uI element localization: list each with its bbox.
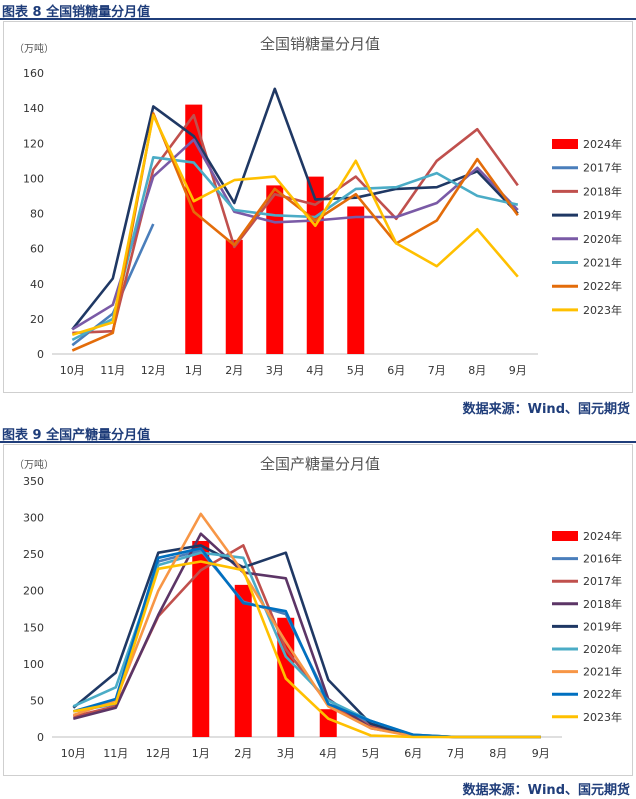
- x-tick-label: 6月: [387, 364, 405, 377]
- y-tick-label: 160: [23, 67, 44, 80]
- y-tick-label: 150: [23, 621, 44, 634]
- y-tick-label: 80: [30, 208, 44, 221]
- x-tick-label: 11月: [100, 364, 125, 377]
- y-tick-label: 0: [37, 348, 44, 361]
- x-tick-label: 10月: [61, 747, 86, 760]
- legend-swatch-2024年: [552, 531, 578, 541]
- y-tick-label: 0: [37, 731, 44, 744]
- x-tick-label: 8月: [468, 364, 486, 377]
- production-chart: 全国产糖量分月值 （万吨） 0 50 100 150 200 250 300 350 10月 11月 1…: [14, 455, 622, 760]
- chart-title: 全国销糖量分月值: [260, 35, 380, 53]
- sales-chart: 全国销糖量分月值 （万吨） 0 20 40 60 80 100 120 140 160 10月 11月 1…: [14, 35, 622, 377]
- legend-swatch-2024年: [552, 139, 578, 149]
- legend-label-2021年: 2021年: [583, 665, 622, 679]
- figure-8-source: 数据来源：Wind、国元期货: [462, 402, 630, 417]
- figure-9-source: 数据来源：Wind、国元期货: [462, 783, 630, 798]
- x-tick-label: 7月: [447, 747, 465, 760]
- y-tick-label: 50: [30, 694, 44, 707]
- figure-9-title: 图表 9 全国产糖量分月值: [2, 428, 151, 443]
- legend-label-2022年: 2022年: [583, 687, 622, 701]
- y-tick-label: 350: [23, 475, 44, 488]
- legend-label-2019年: 2019年: [583, 619, 622, 633]
- legend-label-2018年: 2018年: [583, 597, 622, 611]
- y-tick-label: 100: [23, 172, 44, 185]
- legend-label-2020年: 2020年: [583, 232, 622, 246]
- legend-label-2023年: 2023年: [583, 303, 622, 317]
- y-tick-label: 40: [30, 278, 44, 291]
- figure-8-rule: [0, 18, 636, 20]
- y-tick-label: 100: [23, 658, 44, 671]
- x-tick-label: 12月: [141, 364, 166, 377]
- series-line-2020年: [71, 138, 519, 331]
- bar-2024年: [192, 540, 210, 737]
- x-tick-label: 11月: [103, 747, 128, 760]
- legend-label-2017年: 2017年: [583, 161, 622, 175]
- x-tick-label: 8月: [489, 747, 507, 760]
- x-tick-label: 5月: [362, 747, 380, 760]
- chart-title: 全国产糖量分月值: [260, 455, 380, 473]
- x-tick-label: 9月: [509, 364, 527, 377]
- unit-label: （万吨）: [14, 42, 54, 55]
- legend-label-2018年: 2018年: [583, 184, 622, 198]
- bar-2024年: [347, 206, 365, 354]
- y-tick-label: 20: [30, 313, 44, 326]
- legend-label-2023年: 2023年: [583, 710, 622, 724]
- y-tick-label: 200: [23, 585, 44, 598]
- x-tick-label: 4月: [319, 747, 337, 760]
- bar-2024年: [234, 584, 252, 737]
- series-line-2023年: [73, 560, 541, 739]
- legend-label-2020年: 2020年: [583, 642, 622, 656]
- production-chart-frame: 全国产糖量分月值 （万吨） 0 50 100 150 200 250 300 350 10月 11月 1…: [3, 444, 633, 776]
- x-tick-label: 3月: [277, 747, 295, 760]
- legend-label-2024年: 2024年: [583, 137, 622, 151]
- y-tick-label: 120: [23, 137, 44, 150]
- legend-label-2016年: 2016年: [583, 552, 622, 566]
- legend-label-2022年: 2022年: [583, 279, 622, 293]
- legend-label-2017年: 2017年: [583, 574, 622, 588]
- figure-9-rule: [0, 441, 636, 443]
- y-tick-label: 60: [30, 243, 44, 256]
- x-tick-label: 3月: [266, 364, 284, 377]
- x-tick-label: 2月: [225, 364, 243, 377]
- x-tick-label: 4月: [306, 364, 324, 377]
- figure-8-title: 图表 8 全国销糖量分月值: [2, 5, 151, 20]
- x-tick-label: 5月: [347, 364, 365, 377]
- series-line-2019年: [71, 87, 519, 331]
- x-tick-label: 12月: [146, 747, 171, 760]
- x-tick-label: 9月: [532, 747, 550, 760]
- x-tick-label: 10月: [60, 364, 85, 377]
- bar-2024年: [225, 239, 243, 354]
- x-tick-label: 7月: [428, 364, 446, 377]
- series-line-2022年: [72, 547, 541, 739]
- sales-chart-frame: 全国销糖量分月值 （万吨） 0 20 40 60 80 100 120 140 160 10月 11月 1…: [3, 21, 633, 393]
- series-line-2016年: [73, 549, 541, 739]
- legend-label-2024年: 2024年: [583, 529, 622, 543]
- x-tick-label: 1月: [192, 747, 210, 760]
- x-tick-label: 6月: [404, 747, 422, 760]
- unit-label: （万吨）: [14, 458, 54, 471]
- legend-label-2021年: 2021年: [583, 256, 622, 270]
- x-tick-label: 2月: [234, 747, 252, 760]
- series-line-2018年: [72, 532, 541, 739]
- y-tick-label: 300: [23, 512, 44, 525]
- series-line-2021年: [71, 156, 519, 342]
- x-tick-label: 1月: [185, 364, 203, 377]
- y-tick-label: 250: [23, 548, 44, 561]
- bar-2024年: [266, 185, 284, 354]
- legend-label-2019年: 2019年: [583, 208, 622, 222]
- y-tick-label: 140: [23, 102, 44, 115]
- series-line-2021年: [72, 512, 541, 739]
- series-line-2023年: [71, 113, 519, 336]
